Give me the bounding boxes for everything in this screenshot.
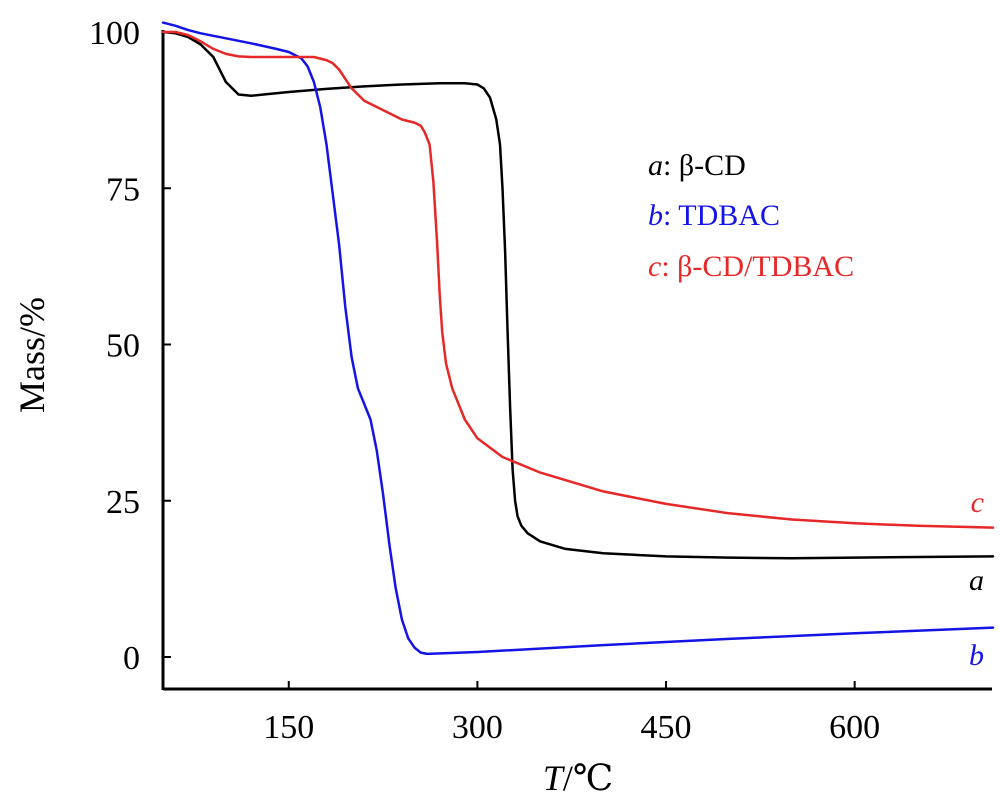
legend-name-c: β-CD/TDBAC <box>677 250 854 283</box>
legend-item-b: b: TDBAC <box>648 199 780 232</box>
y-tick-label: 0 <box>123 640 140 677</box>
axes <box>161 30 992 691</box>
y-tick-label: 25 <box>106 484 140 521</box>
x-axis-variable: T <box>543 758 566 798</box>
x-tick-label: 300 <box>452 709 503 746</box>
legend-item-a: a: β-CD <box>648 149 746 182</box>
legend-colon-b: : <box>663 199 678 232</box>
legend-letter-c: c <box>648 250 661 283</box>
end-label-c: c <box>971 486 984 519</box>
x-tick-label: 150 <box>263 709 314 746</box>
legend-letter-a: a <box>648 149 663 182</box>
x-axis-unit: /℃ <box>563 758 613 798</box>
legend-colon-a: : <box>663 149 679 182</box>
end-label-b: b <box>969 639 984 672</box>
y-tick-label: 100 <box>89 15 140 52</box>
legend-name-a: β-CD <box>679 149 746 182</box>
legend: a: β-CD b: TDBAC c: β-CD/TDBAC <box>648 149 854 283</box>
series-line-c <box>161 30 995 529</box>
y-ticks: 0 25 50 75 100 <box>89 15 171 677</box>
x-tick-label: 450 <box>641 709 692 746</box>
series-line-a <box>161 30 995 560</box>
y-tick-label: 50 <box>106 328 140 365</box>
x-axis-title: T/℃ <box>543 758 613 798</box>
legend-item-c: c: β-CD/TDBAC <box>648 250 854 283</box>
legend-name-b: TDBAC <box>678 199 780 232</box>
y-tick-label: 75 <box>106 171 140 208</box>
y-axis-title: Mass/% <box>12 297 52 413</box>
x-ticks: 150 300 450 600 <box>263 681 880 746</box>
x-tick-label: 600 <box>829 709 880 746</box>
curve-end-labels: c a b <box>969 486 984 672</box>
legend-letter-b: b <box>648 199 663 232</box>
series-lines <box>161 21 995 656</box>
legend-colon-c: : <box>661 250 677 283</box>
end-label-a: a <box>969 564 984 597</box>
series-line-b <box>161 21 995 656</box>
